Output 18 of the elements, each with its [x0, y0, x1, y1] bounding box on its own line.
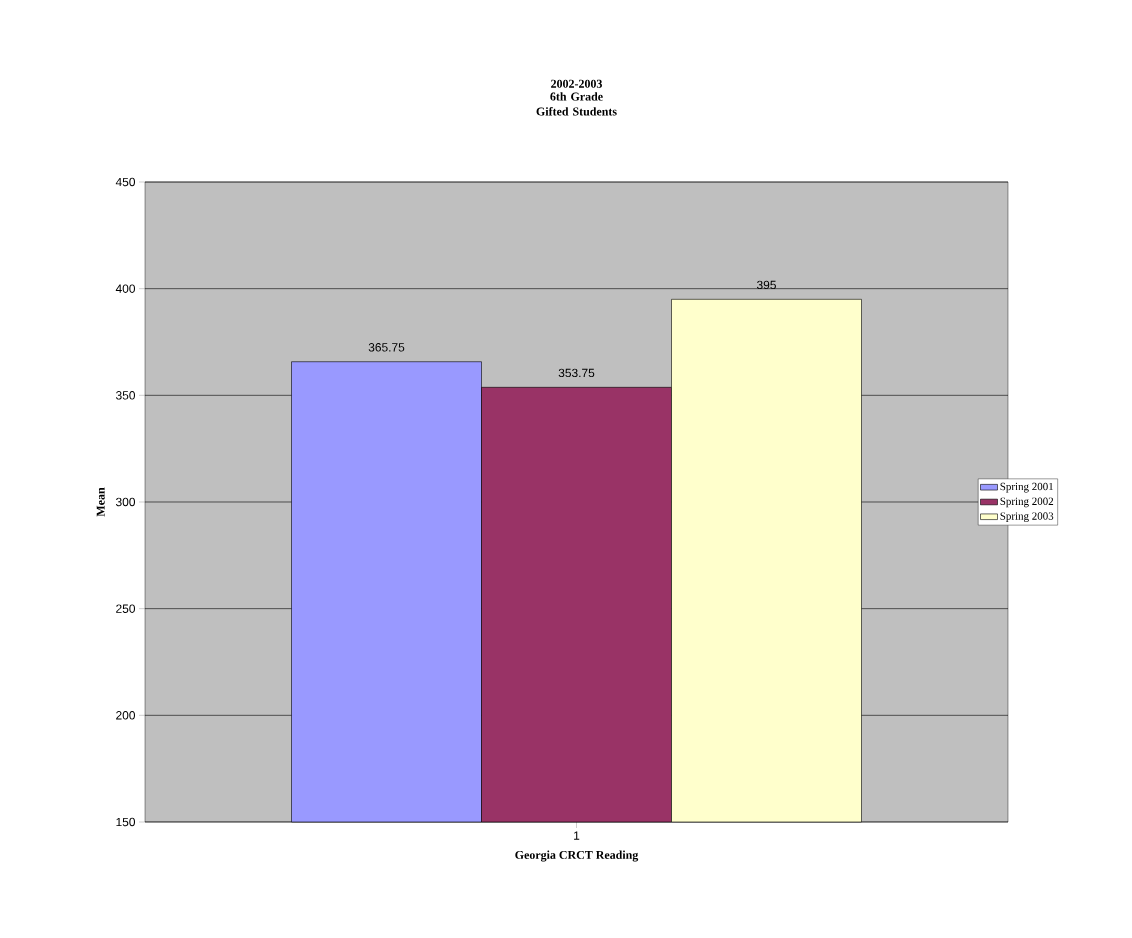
- data-label: 395: [756, 280, 776, 290]
- y-tick-label: 450: [115, 177, 136, 187]
- x-axis-title: Georgia CRCT Reading: [515, 850, 639, 862]
- legend-label: Spring 2001: [1000, 482, 1054, 493]
- legend-label: Spring 2003: [1000, 512, 1054, 523]
- y-tick-label: 150: [116, 817, 136, 827]
- y-tick-label: 400: [115, 284, 136, 293]
- y-tick-label: 350: [115, 391, 136, 400]
- chart-title: 2002-2003: [551, 79, 602, 88]
- y-tick-label: 200: [116, 711, 136, 720]
- y-tick-label: 250: [116, 604, 136, 613]
- y-axis-title: Mean: [96, 487, 105, 517]
- chart-subtitle: 6th Grade Gifted Students: [536, 92, 617, 116]
- legend-label: Spring 2002: [1000, 497, 1054, 508]
- y-tick-label: 300: [115, 497, 136, 507]
- x-tick-label: 1: [574, 831, 580, 840]
- data-label: 365.75: [368, 343, 405, 352]
- data-label: 353.75: [558, 368, 595, 378]
